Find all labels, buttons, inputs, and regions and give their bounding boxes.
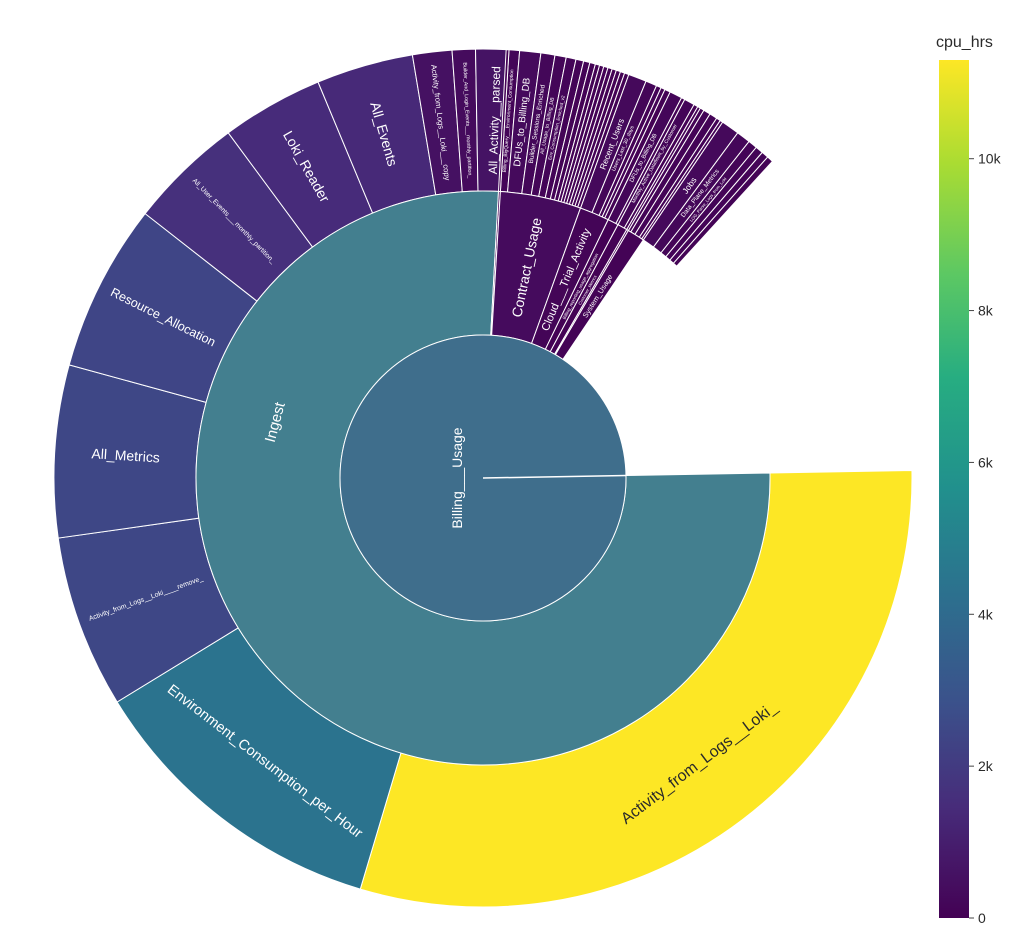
sector-all-metrics-3-label: All_Metrics	[91, 445, 160, 465]
sector-dfus-23[interactable]	[672, 156, 774, 267]
root-seam-line	[482, 474, 626, 479]
center-disc: Billing___Usage	[339, 334, 627, 622]
colorbar-title: cpu_hrs	[936, 34, 993, 51]
colorbar-tick-label: 4k	[978, 606, 994, 622]
middle-ring: IngestContract_UsageCloud___Trial_Activi…	[195, 190, 771, 766]
colorbar-tick-label: 2k	[978, 758, 994, 774]
colorbar-tick-label: 8k	[978, 303, 994, 319]
root-label: Billing___Usage	[449, 427, 465, 528]
sector-all-activity-parsed-10-label: All_Activity__parsed	[486, 66, 504, 174]
colorbar-gradient	[939, 60, 969, 918]
colorbar-tick-label: 10k	[978, 151, 1002, 167]
colorbar-tick-label: 0	[978, 910, 986, 926]
colorbar-tick-label: 6k	[978, 454, 994, 470]
sector-builder-and-login-events-monthly-partition-9-label: Builder_And_Login_Events___monthly_parti…	[461, 62, 472, 178]
colorbar: 0 2k 4k 6k 8k 10k	[939, 60, 1002, 926]
